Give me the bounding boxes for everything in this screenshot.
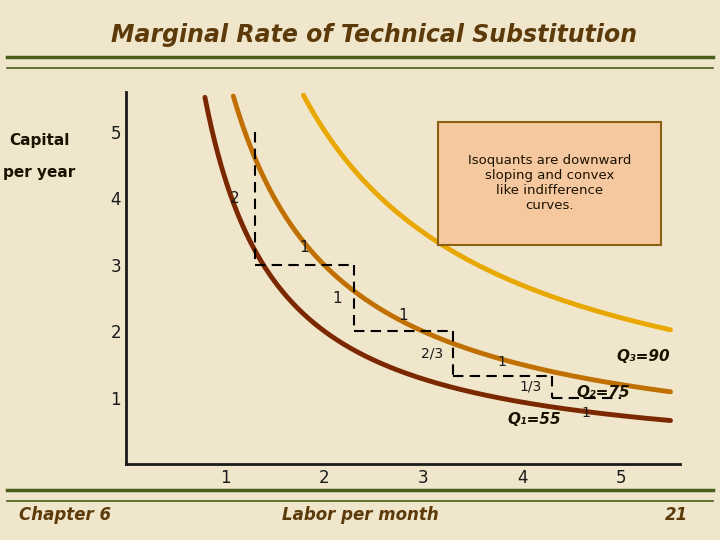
FancyBboxPatch shape <box>438 122 661 245</box>
Text: 1: 1 <box>498 355 507 369</box>
Text: 1/3: 1/3 <box>520 380 542 394</box>
Text: Isoquants are downward
sloping and convex
like indifference
curves.: Isoquants are downward sloping and conve… <box>467 154 631 212</box>
Text: Chapter 6: Chapter 6 <box>19 505 111 524</box>
Text: Marginal Rate of Technical Substitution: Marginal Rate of Technical Substitution <box>112 23 637 47</box>
Text: 1: 1 <box>582 406 591 420</box>
Text: 1: 1 <box>300 240 309 255</box>
Text: 2: 2 <box>230 191 240 206</box>
Text: 2/3: 2/3 <box>420 347 443 361</box>
Text: Q₃=90: Q₃=90 <box>616 349 670 364</box>
Text: Capital: Capital <box>9 133 70 148</box>
Text: 1: 1 <box>332 291 342 306</box>
Text: 1: 1 <box>398 308 408 323</box>
Text: 21: 21 <box>665 505 688 524</box>
Text: Labor per month: Labor per month <box>282 505 438 524</box>
Text: Q₂=75: Q₂=75 <box>577 385 630 400</box>
Text: Q₁=55: Q₁=55 <box>507 411 561 427</box>
Text: per year: per year <box>4 165 76 180</box>
